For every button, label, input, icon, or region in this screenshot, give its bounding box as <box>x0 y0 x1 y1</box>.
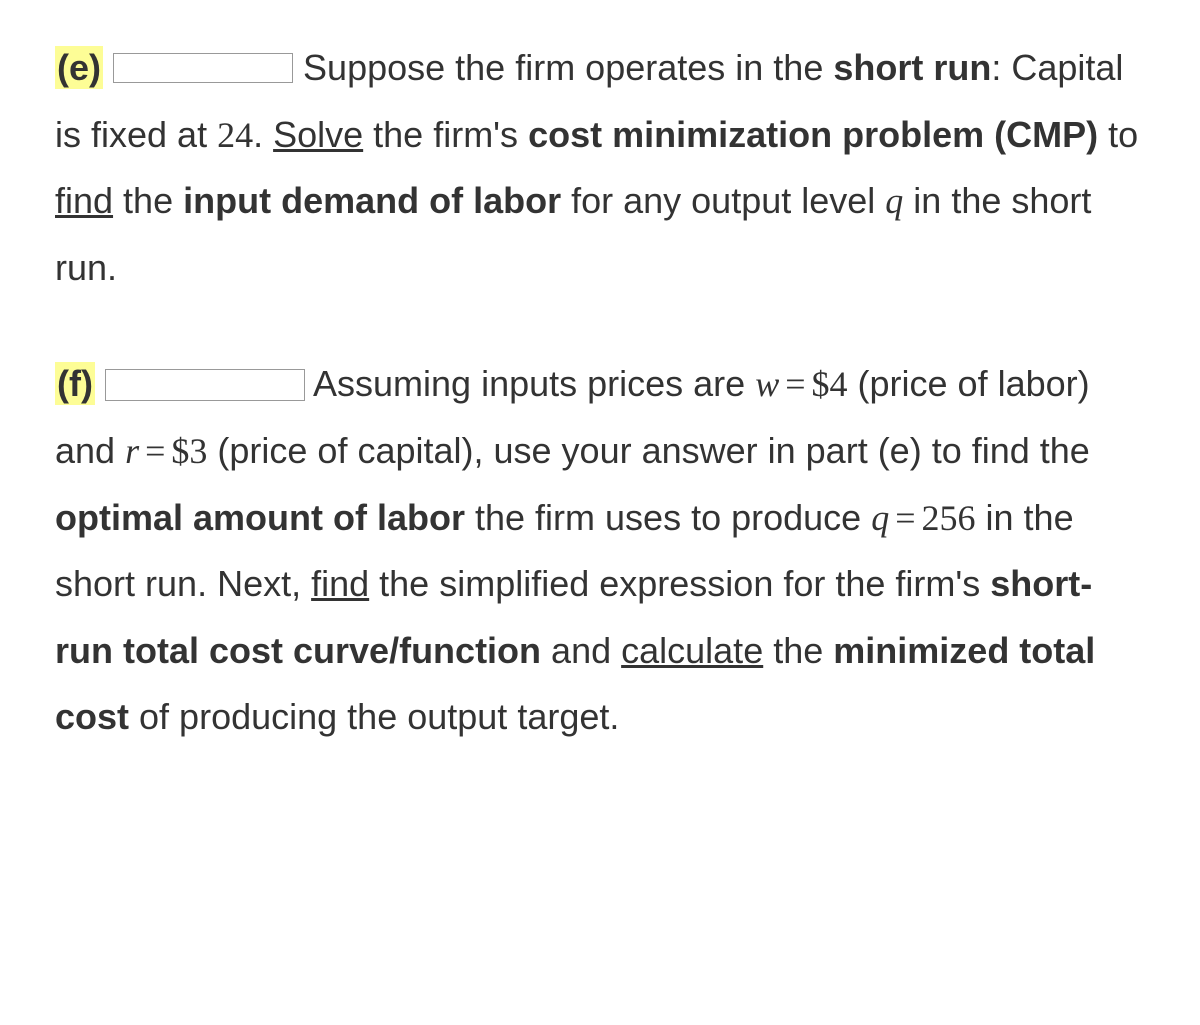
text: the <box>763 630 833 671</box>
part-e-paragraph: (e) Suppose the firm operates in the sho… <box>55 35 1145 301</box>
text-underline: Solve <box>273 114 363 155</box>
text: the <box>113 180 183 221</box>
text: Assuming inputs prices are <box>313 363 755 404</box>
var-w: w <box>755 364 779 404</box>
blank-bracket-right <box>305 363 313 404</box>
text-underline: calculate <box>621 630 763 671</box>
text-underline: find <box>311 563 369 604</box>
text-bold: cost minimization problem (CMP) <box>528 114 1098 155</box>
price-r: $3 <box>171 431 207 471</box>
text: and <box>541 630 621 671</box>
part-f-paragraph: (f) Assuming inputs prices are w=$4 (pri… <box>55 351 1145 751</box>
var-q: q <box>885 181 903 221</box>
text-bold: short run <box>833 47 991 88</box>
text: the simplified expression for the firm's <box>369 563 990 604</box>
price-w: $4 <box>812 364 848 404</box>
text: of producing the output target. <box>129 696 619 737</box>
text: (price of capital), use your answer in p… <box>207 430 1089 471</box>
text-underline: find <box>55 180 113 221</box>
text: . <box>253 114 273 155</box>
var-q: q <box>871 498 889 538</box>
fixed-capital-value: 24 <box>217 115 253 155</box>
equals-sign: = <box>779 364 811 404</box>
text-bold: optimal amount of labor <box>55 497 465 538</box>
text: to <box>1098 114 1138 155</box>
blank-bracket-right <box>293 47 303 88</box>
part-e-label: (e) <box>55 46 103 89</box>
blank-box-e <box>113 53 293 83</box>
var-r: r <box>125 431 139 471</box>
equals-sign: = <box>889 498 921 538</box>
part-f-label: (f) <box>55 362 95 405</box>
text: for any output level <box>561 180 885 221</box>
q-target: 256 <box>922 498 976 538</box>
text: the firm's <box>363 114 528 155</box>
text-bold: input demand of labor <box>183 180 561 221</box>
equals-sign: = <box>139 431 171 471</box>
blank-box-f <box>105 369 305 401</box>
text: the firm uses to produce <box>465 497 871 538</box>
text: Suppose the firm operates in the <box>303 47 833 88</box>
